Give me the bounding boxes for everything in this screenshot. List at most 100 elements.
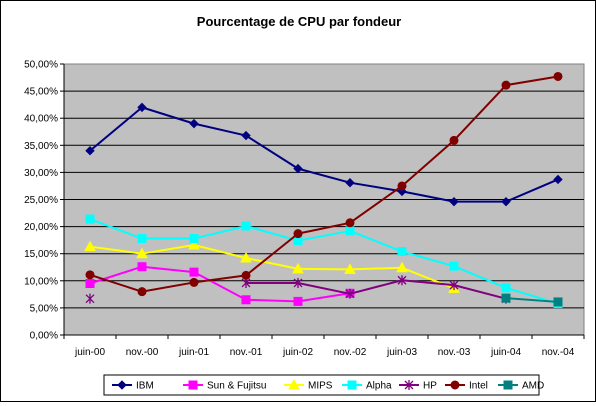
x-tick-label: nov.-01	[230, 347, 263, 358]
series-alpha	[85, 214, 563, 309]
series-ibm	[85, 102, 563, 207]
gridlines	[64, 90, 584, 309]
data-point	[292, 262, 304, 274]
legend-marker	[404, 380, 414, 390]
series-amd	[501, 293, 563, 307]
series-line-segment	[401, 190, 455, 203]
y-tick-label: 10,00%	[24, 276, 58, 287]
data-point	[189, 234, 199, 244]
data-point	[137, 287, 147, 297]
series-line-segment	[349, 279, 403, 295]
x-tick-label: nov.-00	[126, 347, 159, 358]
legend-marker	[347, 380, 357, 390]
series-line-segment	[401, 250, 455, 268]
data-point	[293, 296, 303, 306]
series-line-segment	[453, 84, 507, 142]
series-line-segment	[193, 244, 247, 260]
legend-label: IBM	[136, 381, 154, 392]
series-line-segment	[401, 139, 455, 187]
series-line-segment	[297, 292, 351, 303]
data-point	[189, 267, 199, 277]
series-line-segment	[349, 181, 403, 193]
x-tick-label: nov.-03	[438, 347, 471, 358]
y-tick-label: 25,00%	[24, 195, 58, 206]
series-line-segment	[141, 244, 195, 255]
x-tick-label: juin-00	[74, 347, 105, 358]
series-line-segment	[297, 229, 351, 242]
data-point	[137, 262, 147, 272]
series-line-segment	[193, 271, 247, 301]
y-tick-label: 35,00%	[24, 141, 58, 152]
legend-marker	[288, 378, 300, 390]
y-tick-label: 0,00%	[30, 331, 58, 342]
data-point	[449, 135, 459, 145]
data-point	[344, 263, 356, 274]
series-line-segment	[89, 265, 143, 285]
data-point	[241, 270, 251, 280]
data-point	[345, 288, 355, 299]
data-point	[85, 214, 95, 224]
data-point	[137, 234, 147, 244]
x-tick-label: nov.-04	[542, 347, 575, 358]
data-point	[449, 280, 459, 291]
series-line-segment	[349, 230, 403, 253]
series-line-segment	[141, 281, 195, 293]
series-intel	[85, 71, 563, 297]
legend-marker	[117, 380, 127, 390]
legend-marker	[188, 380, 198, 390]
data-point	[85, 270, 95, 280]
x-tick-label: juin-03	[386, 347, 417, 358]
series-line-segment	[141, 265, 195, 274]
data-point	[449, 196, 459, 207]
series-line-segment	[297, 221, 351, 235]
data-point	[501, 293, 511, 303]
x-tick-label: juin-02	[282, 347, 313, 358]
legend-box	[103, 374, 540, 396]
series-line-segment	[89, 245, 143, 255]
y-tick-label: 50,00%	[24, 60, 58, 71]
data-point	[189, 118, 199, 129]
series-line-segment	[193, 122, 247, 137]
data-point	[241, 130, 251, 141]
data-point	[84, 240, 96, 252]
x-tick-label: juin-01	[178, 347, 209, 358]
data-point	[553, 174, 563, 185]
data-point	[345, 226, 355, 236]
y-tick-label: 20,00%	[24, 222, 58, 233]
data-point	[397, 181, 407, 191]
x-axis: juin-00 nov.-00 juin-01 nov.-01 juin-02 nov.-…	[63, 334, 585, 358]
legend-label: Intel	[469, 381, 488, 392]
legend: IBM Sun & Fujitsu MIPS Alpha HP Intel AMD	[103, 374, 544, 396]
y-tick-label: 45,00%	[24, 87, 58, 98]
series-line-segment	[89, 218, 143, 240]
legend-label: Alpha	[366, 381, 392, 392]
data-point	[345, 218, 355, 228]
data-point	[189, 277, 199, 287]
y-tick-label: 5,00%	[30, 303, 58, 314]
data-point	[293, 229, 303, 239]
data-point	[397, 247, 407, 257]
series-line-segment	[245, 298, 299, 303]
series-line-segment	[349, 185, 403, 224]
series-line-segment	[349, 266, 403, 271]
series-line-segment	[453, 265, 507, 289]
series-line-segment	[297, 267, 351, 271]
series-line-segment	[401, 279, 455, 287]
series-line-segment	[505, 178, 559, 203]
series-line-segment	[245, 232, 299, 277]
data-point	[85, 279, 95, 289]
data-point	[85, 293, 95, 304]
series-line-segment	[505, 75, 559, 87]
data-point	[397, 275, 407, 286]
series-line-segment	[245, 225, 299, 242]
series-line-segment	[89, 273, 143, 293]
data-point	[396, 261, 408, 273]
data-point	[137, 102, 147, 113]
series-line-segment	[141, 106, 195, 125]
legend-marker	[503, 380, 513, 390]
series-line-segment	[245, 134, 299, 170]
y-tick-label: 30,00%	[24, 168, 58, 179]
data-point	[241, 221, 251, 231]
